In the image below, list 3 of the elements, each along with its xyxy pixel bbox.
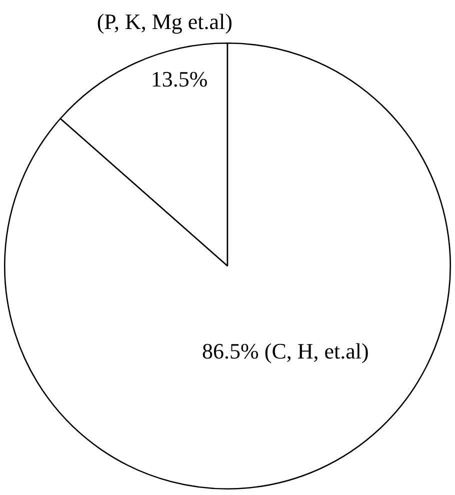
data-label: 13.5% xyxy=(150,66,208,92)
slice-label: (P, K, Mg et.al) xyxy=(96,8,232,34)
slice-label: 86.5% (C, H, et.al) xyxy=(202,338,369,364)
